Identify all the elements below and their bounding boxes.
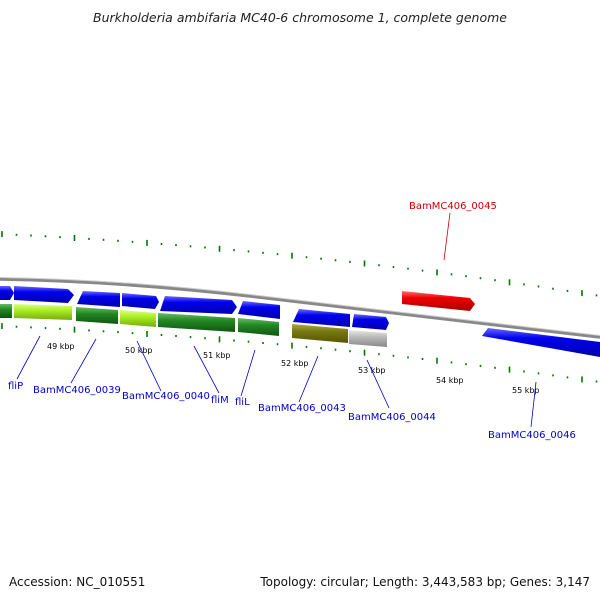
callout-BamMC406_0040 [136,340,162,392]
cog-block-1 [0,304,12,318]
gene-label-BamMC406_0045[interactable]: BamMC406_0045 [409,201,497,212]
cog-track [0,304,387,347]
callout-fliP [16,335,41,380]
cds-BamMC406_0040-forward[interactable] [77,291,120,307]
ruler-label-55kbp: 55 kbp [512,386,540,395]
cog-block-4 [120,310,156,327]
gene-label-BamMC406_0043[interactable]: BamMC406_0043 [258,403,346,414]
forward-cds-track [0,286,600,357]
ruler-label-52kbp: 52 kbp [281,359,309,368]
gene-label-fliP[interactable]: fliP [8,381,23,392]
cds-fliL-forward[interactable] [238,301,280,319]
callout-fliM [193,345,220,394]
map-title: Burkholderia ambifaria MC40-6 chromosome… [93,10,507,25]
callout-BamMC406_0046 [530,381,537,428]
genome-backbone-highlight [0,277,600,336]
gene-label-fliM[interactable]: fliM [211,395,229,406]
cog-block-7 [292,324,348,343]
gene-label-fliL[interactable]: fliL [235,397,250,408]
cds-BamMC406_0046-forward[interactable] [482,328,600,357]
callout-BamMC406_0045 [443,212,451,261]
cds-fliM-forward-a[interactable] [122,293,159,309]
cds-BamMC406_0039-forward[interactable] [14,286,74,303]
cds-BamMC406_0044-forward[interactable] [352,314,389,330]
callout-fliL [240,349,256,397]
gene-label-BamMC406_0044[interactable]: BamMC406_0044 [348,412,436,423]
ruler-label-51kbp: 51 kbp [203,351,231,360]
gene-label-BamMC406_0046[interactable]: BamMC406_0046 [488,430,576,441]
ruler-label-49kbp: 49 kbp [47,342,75,351]
cds-fliM-forward-b[interactable] [160,296,237,314]
cds-BamMC406_0043-forward[interactable] [293,309,350,327]
ruler-label-54kbp: 54 kbp [436,376,464,385]
gene-labels: fliP BamMC406_0039 BamMC406_0040 fliM fl… [8,201,576,441]
callout-BamMC406_0043 [298,355,319,403]
cds-fliP-forward[interactable] [0,286,14,300]
accession-text: Accession: NC_010551 [9,575,146,589]
cds-BamMC406_0045-forward[interactable] [402,291,475,311]
callout-BamMC406_0044 [366,359,390,409]
inner-ruler-ticks [1,323,598,383]
cog-block-5 [158,313,235,332]
gene-label-BamMC406_0039[interactable]: BamMC406_0039 [33,385,121,396]
gene-label-BamMC406_0040[interactable]: BamMC406_0040 [122,391,210,402]
cog-block-3 [76,307,118,324]
ruler-label-50kbp: 50 kbp [125,346,153,355]
callout-BamMC406_0039 [70,338,97,384]
cog-block-8 [349,330,387,347]
cog-block-2 [14,304,72,320]
genome-backbone [0,277,600,339]
gene-callout-lines [16,212,537,428]
cog-block-6 [238,318,279,336]
genome-summary-text: Topology: circular; Length: 3,443,583 bp… [260,575,590,589]
outer-tick-ring [1,231,598,297]
